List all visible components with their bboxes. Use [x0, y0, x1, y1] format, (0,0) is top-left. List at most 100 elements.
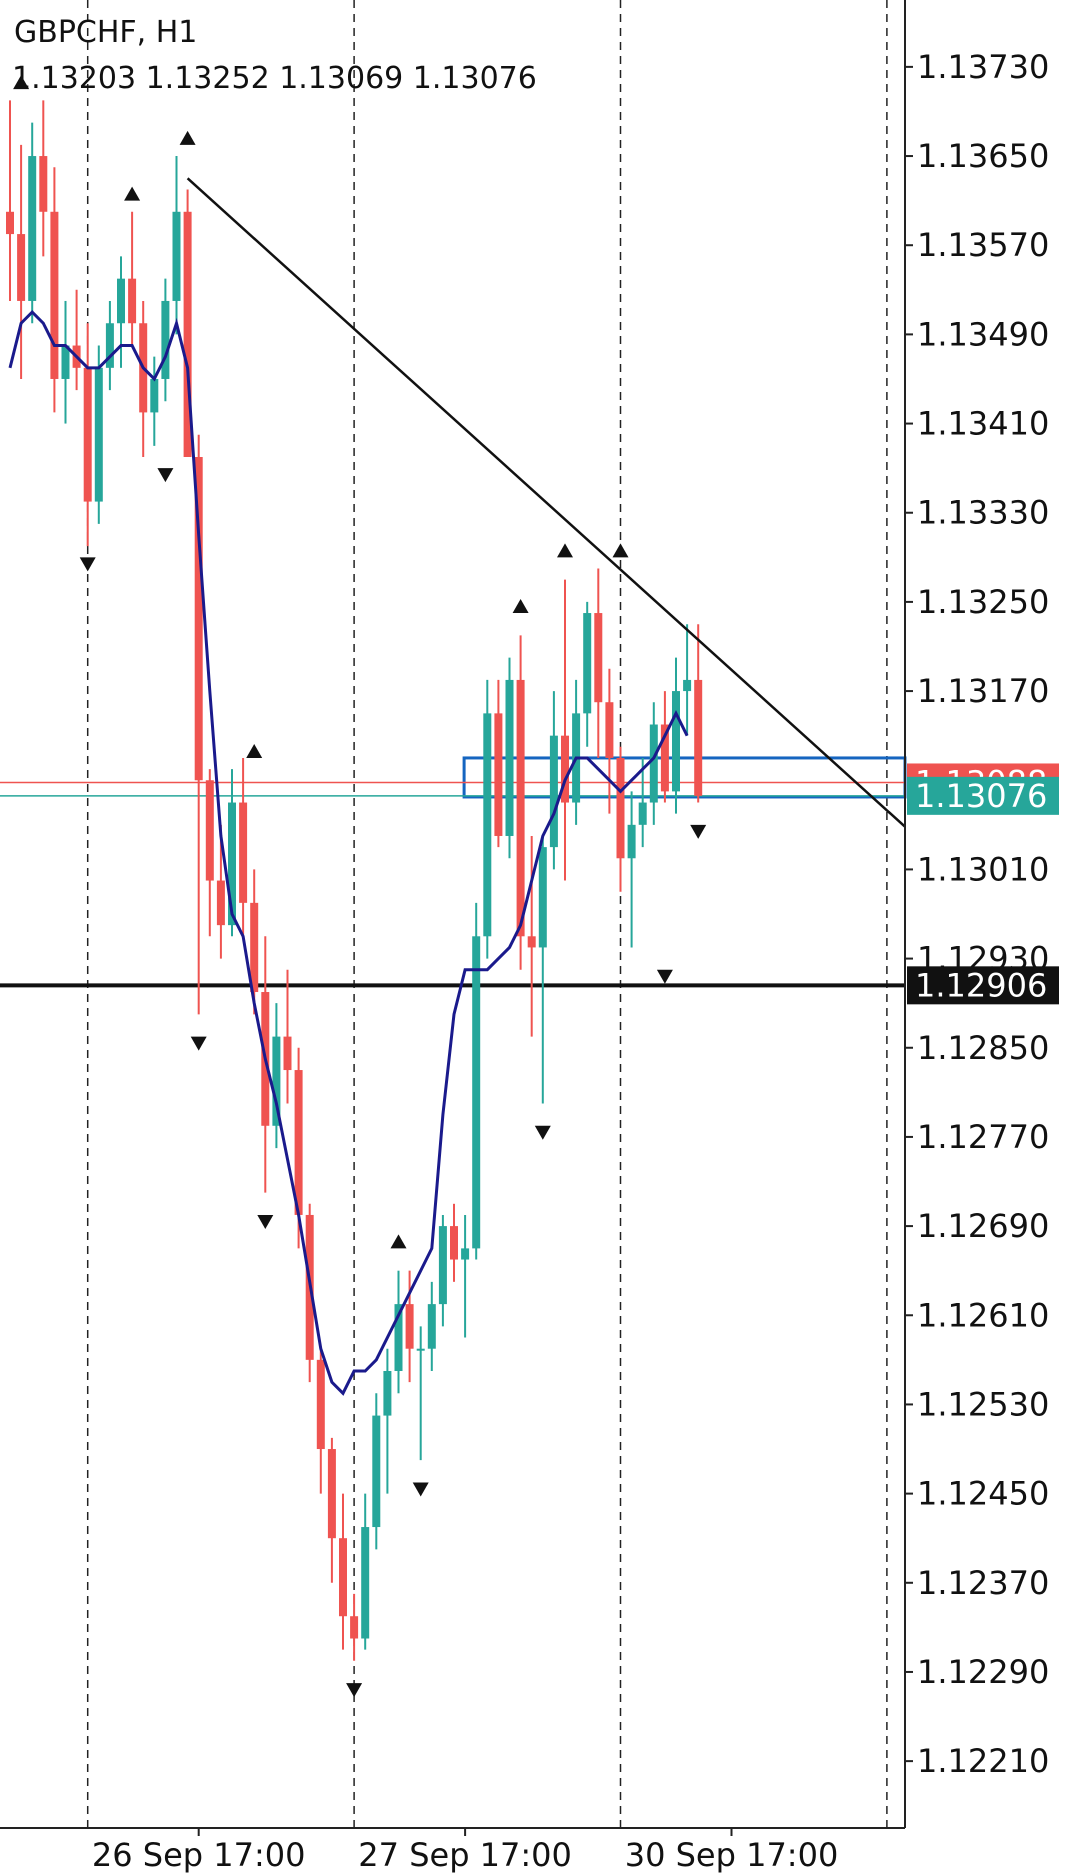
- candle-body: [228, 802, 236, 926]
- candle-body: [239, 802, 248, 903]
- fractal-up-arrow: [13, 75, 30, 90]
- symbol-title: GBPCHF, H1: [14, 15, 197, 50]
- candle-body: [494, 713, 503, 836]
- time-tick-label: 30 Sep 17:00: [625, 1836, 839, 1873]
- price-tick-label: 1.12690: [917, 1207, 1049, 1245]
- time-axis: 26 Sep 17:00 27 Sep 17:00 30 Sep 17:00: [92, 1828, 838, 1873]
- ask-price-tag-bg: [907, 776, 1059, 815]
- candle-body: [272, 1036, 281, 1126]
- candle-body: [638, 802, 647, 825]
- time-tick-label: 26 Sep 17:00: [92, 1836, 306, 1873]
- price-tick-label: 1.12370: [917, 1564, 1049, 1602]
- price-tick-label: 1.13250: [917, 583, 1049, 621]
- candle-body: [61, 345, 70, 379]
- candle-body: [683, 679, 692, 692]
- price-tick-label: 1.13010: [917, 850, 1049, 888]
- price-tick-label: 1.12450: [917, 1475, 1049, 1513]
- candle-body: [649, 724, 658, 803]
- candle-body: [416, 1348, 425, 1351]
- candle-body: [339, 1538, 347, 1617]
- price-tick-label: 1.12610: [917, 1296, 1049, 1334]
- fractal-down-arrow: [346, 1683, 363, 1698]
- candle-body: [361, 1527, 370, 1639]
- price-tick-label: 1.12850: [917, 1029, 1049, 1067]
- candle-body: [527, 936, 536, 948]
- price-tick-label: 1.13490: [917, 315, 1049, 353]
- fractal-down-arrow: [534, 1125, 551, 1140]
- candle-body: [594, 613, 603, 703]
- fractal-up-arrow: [124, 186, 141, 201]
- candle-body: [450, 1226, 458, 1260]
- fractal-up-arrow: [246, 743, 263, 758]
- price-tick-label: 1.12770: [917, 1118, 1049, 1156]
- fractals: [13, 75, 707, 1698]
- time-tick-label: 27 Sep 17:00: [358, 1836, 572, 1873]
- candle-body: [405, 1304, 414, 1349]
- candle-body: [294, 1070, 303, 1215]
- fractal-down-arrow: [79, 557, 96, 572]
- fractal-down-arrow: [190, 1036, 207, 1051]
- fractal-down-arrow: [412, 1482, 429, 1497]
- candle-body: [105, 323, 114, 368]
- candle-body: [694, 679, 703, 796]
- fractal-up-arrow: [557, 543, 573, 558]
- candle-body: [194, 457, 203, 781]
- candle-body: [605, 702, 614, 758]
- price-tick-label: 1.13650: [917, 137, 1049, 175]
- candle-body: [561, 735, 569, 803]
- candle-body: [17, 234, 26, 301]
- candle-body: [161, 300, 170, 379]
- zone-box: [462, 756, 907, 799]
- price-tick-label: 1.13170: [917, 672, 1049, 710]
- support-price-tag-bg: [907, 966, 1059, 1005]
- price-tick-label: 1.12290: [917, 1653, 1049, 1691]
- candle-body: [516, 679, 525, 937]
- candle-body: [660, 724, 669, 792]
- candle-body: [250, 902, 259, 993]
- zone-rectangle[interactable]: [462, 756, 907, 799]
- candle-body: [150, 378, 159, 413]
- price-tick-label: 1.13410: [917, 405, 1049, 443]
- price-tick-label: 1.13330: [917, 494, 1049, 532]
- moving-average: [8, 309, 689, 1396]
- fractal-up-arrow: [612, 543, 629, 558]
- candle-body: [28, 156, 37, 301]
- fractal-down-arrow: [656, 969, 673, 984]
- candle-body: [438, 1226, 447, 1305]
- candle-body: [383, 1371, 392, 1416]
- candle-body: [183, 211, 192, 457]
- support-price-tag-label: 1.12906: [915, 966, 1047, 1004]
- candle-body: [372, 1415, 381, 1528]
- trendline-group[interactable]: [186, 177, 906, 828]
- price-levels: [0, 781, 905, 988]
- candle-body: [50, 211, 59, 379]
- candle-body: [316, 1359, 325, 1450]
- candle-body: [172, 211, 181, 301]
- fractal-down-arrow: [257, 1214, 274, 1229]
- candles: [6, 100, 703, 1661]
- candle-body: [627, 824, 636, 859]
- candle-body: [483, 713, 492, 937]
- candle-body: [283, 1036, 292, 1071]
- candle-body: [672, 691, 680, 792]
- price-axis: 1.13730 1.13650 1.13570 1.13490 1.13410 1.133…: [905, 48, 1049, 1780]
- fractal-down-arrow: [690, 824, 707, 839]
- candle-body: [205, 780, 214, 881]
- ohlc-readout: 1.13203 1.13252 1.13069 1.13076: [12, 61, 537, 96]
- candle-body: [583, 613, 592, 714]
- price-tick-label: 1.12530: [917, 1385, 1049, 1423]
- candle-body: [83, 367, 92, 502]
- candle-body: [616, 757, 625, 859]
- candle-body: [327, 1449, 336, 1539]
- price-tick-label: 1.13730: [917, 48, 1049, 86]
- candle-body: [6, 211, 14, 235]
- fractal-up-arrow: [179, 130, 196, 145]
- candle-body: [216, 880, 225, 926]
- candle-body: [461, 1248, 470, 1260]
- price-tick-label: 1.12210: [917, 1742, 1049, 1780]
- ma-line: [8, 309, 689, 1396]
- candle-body: [427, 1304, 436, 1349]
- candle-body: [472, 936, 481, 1249]
